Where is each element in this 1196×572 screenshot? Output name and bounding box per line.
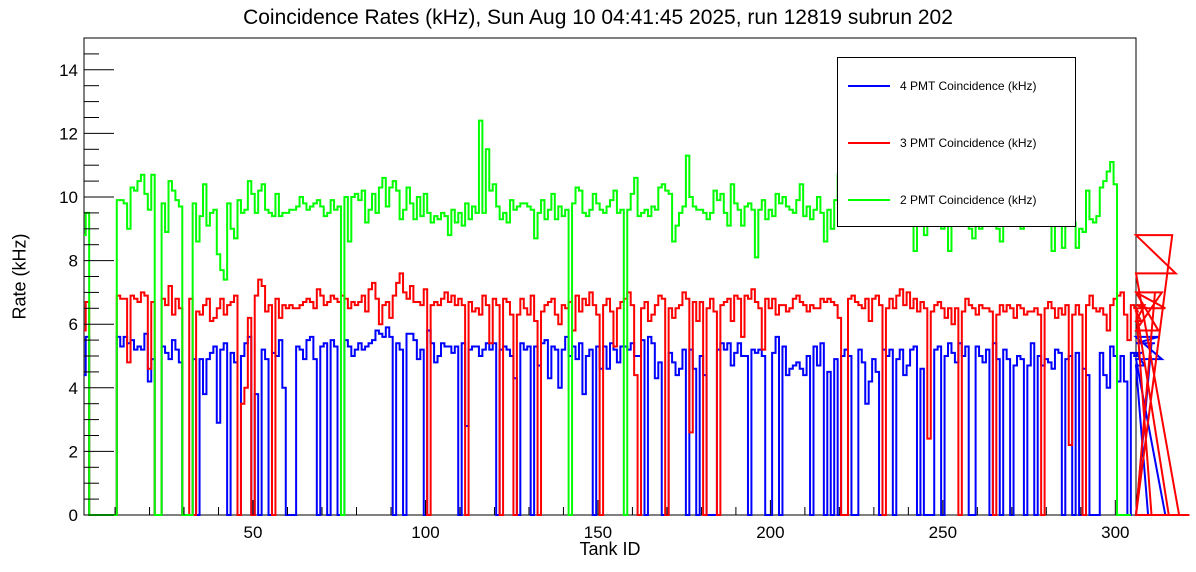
x-tick-label: 250 — [929, 523, 957, 542]
legend-swatch-4pmt — [848, 85, 890, 87]
y-tick-label: 12 — [59, 124, 78, 143]
x-tick-label: 50 — [244, 523, 263, 542]
legend-swatch-2pmt — [848, 199, 890, 201]
ticks-layer: 0 2 4 6 8 10 12 14 50 100 150 200 250 300 — [59, 37, 1129, 542]
x-tick-label: 200 — [756, 523, 784, 542]
series-line-1 — [84, 234, 1190, 516]
legend-item-4pmt: 4 PMT Coincidence (kHz) — [848, 76, 1037, 96]
y-tick-label: 4 — [69, 379, 78, 398]
x-axis-label: Tank ID — [579, 539, 641, 559]
y-tick-label: 0 — [69, 506, 78, 525]
legend-label-3pmt: 3 PMT Coincidence (kHz) — [900, 136, 1037, 150]
y-tick-label: 6 — [69, 315, 78, 334]
legend-swatch-3pmt — [848, 142, 890, 144]
y-tick-label: 10 — [59, 188, 78, 207]
x-tick-label: 100 — [411, 523, 439, 542]
x-tick-label: 300 — [1101, 523, 1129, 542]
y-tick-label: 2 — [69, 442, 78, 461]
legend-label-4pmt: 4 PMT Coincidence (kHz) — [900, 79, 1037, 93]
x-tick-label: 150 — [584, 523, 612, 542]
legend-item-2pmt: 2 PMT Coincidence (kHz) — [848, 190, 1037, 210]
y-tick-label: 14 — [59, 61, 78, 80]
legend: 4 PMT Coincidence (kHz) 3 PMT Coincidenc… — [837, 57, 1076, 227]
y-tick-label: 8 — [69, 252, 78, 271]
legend-label-2pmt: 2 PMT Coincidence (kHz) — [900, 193, 1037, 207]
legend-item-3pmt: 3 PMT Coincidence (kHz) — [848, 133, 1037, 153]
y-axis-label: Rate (kHz) — [9, 233, 30, 320]
chart-title: Coincidence Rates (kHz), Sun Aug 10 04:4… — [243, 6, 953, 29]
